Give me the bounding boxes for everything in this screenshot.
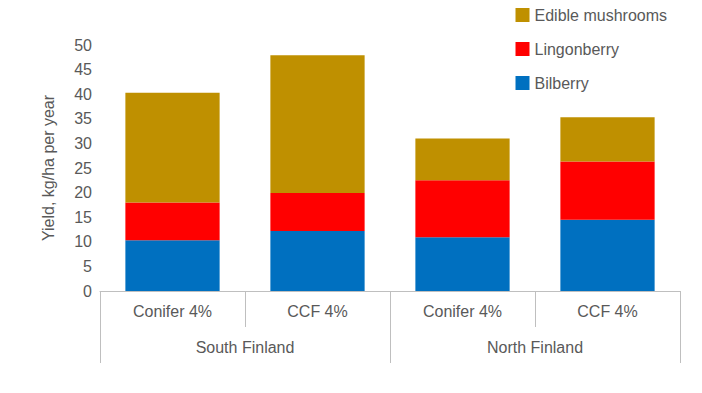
svg-text:Yield, kg/ha per year: Yield, kg/ha per year [40, 94, 57, 241]
svg-text:Bilberry: Bilberry [535, 75, 589, 92]
svg-text:CCF 4%: CCF 4% [287, 303, 347, 320]
svg-text:40: 40 [74, 86, 92, 103]
svg-text:North Finland: North Finland [487, 339, 583, 356]
svg-text:Edible mushrooms: Edible mushrooms [535, 7, 668, 24]
svg-text:5: 5 [83, 258, 92, 275]
svg-text:30: 30 [74, 135, 92, 152]
svg-text:CCF 4%: CCF 4% [577, 303, 637, 320]
svg-text:15: 15 [74, 209, 92, 226]
svg-text:10: 10 [74, 233, 92, 250]
svg-text:45: 45 [74, 61, 92, 78]
svg-text:25: 25 [74, 160, 92, 177]
svg-text:35: 35 [74, 110, 92, 127]
svg-text:South Finland: South Finland [196, 339, 295, 356]
svg-text:20: 20 [74, 184, 92, 201]
svg-text:0: 0 [83, 283, 92, 300]
svg-text:Conifer 4%: Conifer 4% [133, 303, 212, 320]
svg-text:Conifer 4%: Conifer 4% [423, 303, 502, 320]
svg-text:Lingonberry: Lingonberry [535, 41, 620, 58]
svg-text:50: 50 [74, 37, 92, 54]
